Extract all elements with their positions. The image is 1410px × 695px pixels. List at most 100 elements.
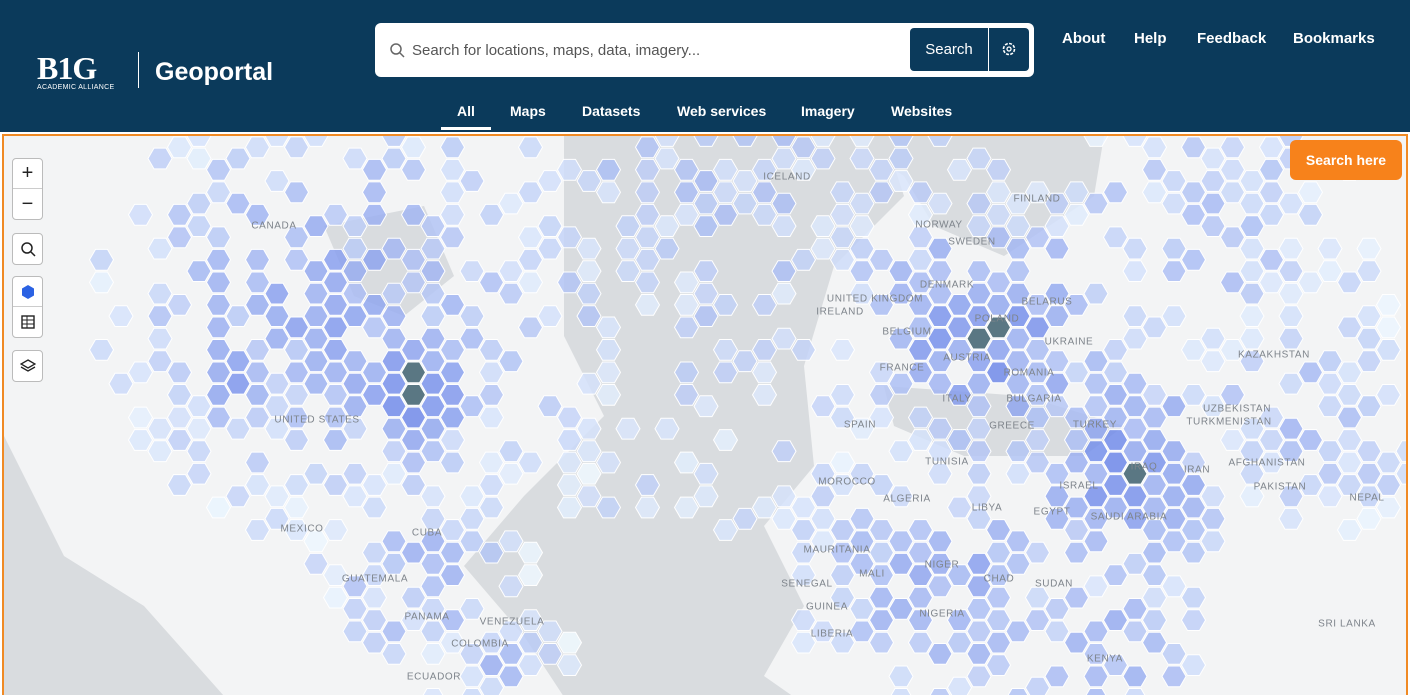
hex-cell[interactable]	[1239, 327, 1265, 350]
hex-cell[interactable]	[576, 305, 602, 327]
hex-cell[interactable]	[634, 203, 661, 226]
hex-cell[interactable]	[556, 406, 583, 429]
hex-cell[interactable]	[1122, 440, 1148, 463]
hex-cell[interactable]	[264, 395, 290, 418]
hex-cell[interactable]	[712, 361, 739, 384]
hex-cell[interactable]	[147, 237, 173, 260]
hex-cell[interactable]	[381, 136, 407, 147]
hex-cell[interactable]	[889, 688, 913, 695]
hex-cell[interactable]	[966, 147, 992, 170]
hex-cell[interactable]	[186, 395, 212, 418]
hex-cell[interactable]	[342, 372, 368, 395]
hex-cell[interactable]	[342, 215, 368, 237]
hex-cell[interactable]	[537, 170, 563, 192]
hex-cell[interactable]	[1005, 530, 1031, 553]
hex-cell[interactable]	[556, 654, 583, 676]
hex-cell[interactable]	[225, 305, 251, 327]
hex-cell[interactable]	[1180, 519, 1207, 541]
hex-cell[interactable]	[1219, 271, 1246, 294]
hex-cell[interactable]	[478, 384, 505, 406]
hex-cell[interactable]	[322, 316, 349, 339]
hex-cell[interactable]	[907, 586, 934, 609]
hex-cell[interactable]	[868, 564, 895, 586]
hex-cell[interactable]	[186, 215, 212, 237]
hex-cell[interactable]	[751, 384, 778, 406]
hex-cell[interactable]	[634, 271, 661, 294]
hex-cell[interactable]	[888, 552, 914, 575]
hex-cell[interactable]	[186, 462, 212, 485]
hex-cell[interactable]	[517, 609, 544, 631]
hex-cell[interactable]	[303, 530, 329, 553]
hex-cell[interactable]	[381, 643, 407, 665]
hex-cell[interactable]	[556, 474, 583, 496]
hex-cell[interactable]	[1180, 384, 1207, 406]
hex-cell[interactable]	[1005, 192, 1031, 215]
hex-cell[interactable]	[927, 575, 953, 598]
hex-cell[interactable]	[868, 384, 895, 406]
hex-cell[interactable]	[907, 541, 934, 564]
hex-cell[interactable]	[829, 406, 856, 429]
hex-cell[interactable]	[810, 215, 836, 237]
hex-cell[interactable]	[1258, 271, 1285, 294]
hex-cell[interactable]	[1083, 350, 1109, 373]
hex-cell[interactable]	[147, 305, 173, 327]
hex-cell[interactable]	[1083, 643, 1109, 665]
hex-cell[interactable]	[439, 226, 466, 249]
hex-cell[interactable]	[1200, 530, 1226, 553]
hex-cell[interactable]	[907, 181, 934, 204]
hex-cell[interactable]	[264, 485, 290, 508]
hex-cell[interactable]	[907, 294, 934, 316]
hex-cell[interactable]	[1336, 474, 1363, 496]
hex-cell[interactable]	[460, 688, 484, 695]
tab[interactable]: Imagery	[801, 103, 855, 119]
hex-cell[interactable]	[849, 237, 875, 260]
hex-cell[interactable]	[654, 215, 680, 237]
hex-cell[interactable]	[166, 384, 193, 406]
hex-cell[interactable]	[790, 496, 817, 519]
map[interactable]: CANADA ICELAND NORWAY SWEDEN FINLAND UNITED K…	[2, 134, 1408, 695]
hex-cell[interactable]	[1122, 665, 1148, 688]
hex-cell[interactable]	[1161, 530, 1187, 553]
hex-cell[interactable]	[478, 496, 505, 519]
hex-cell[interactable]	[985, 158, 1012, 181]
hex-cell[interactable]	[1123, 688, 1147, 695]
hex-cell[interactable]	[1375, 474, 1402, 496]
hex-cell[interactable]	[810, 507, 836, 530]
hex-cell[interactable]	[985, 294, 1012, 316]
hex-cell[interactable]	[985, 541, 1012, 564]
hex-cell[interactable]	[829, 564, 856, 586]
hex-cell[interactable]	[907, 226, 934, 249]
hex-cell[interactable]	[1005, 305, 1031, 327]
hex-cell[interactable]	[927, 552, 953, 575]
hex-cell[interactable]	[1024, 451, 1051, 474]
hex-cell[interactable]	[1141, 136, 1168, 159]
hex-cell[interactable]	[1102, 496, 1129, 519]
hex-cell[interactable]	[1336, 271, 1363, 294]
hex-cell[interactable]	[1395, 462, 1408, 485]
hex-cell[interactable]	[1161, 192, 1187, 215]
hex-cell[interactable]	[1063, 181, 1090, 204]
hex-cell[interactable]	[1180, 451, 1207, 474]
hex-cell[interactable]	[517, 564, 544, 586]
hex-cell[interactable]	[595, 181, 622, 204]
hex-cell[interactable]	[907, 203, 934, 226]
hex-cell[interactable]	[927, 643, 953, 665]
hex-cell[interactable]	[361, 631, 388, 654]
hex-cell[interactable]	[537, 237, 563, 260]
hex-cell[interactable]	[478, 406, 505, 429]
hex-cell[interactable]	[771, 192, 797, 215]
hex-cell[interactable]	[654, 237, 680, 260]
hex-cell[interactable]	[634, 181, 661, 204]
hex-cell[interactable]	[907, 631, 934, 654]
hex-cell[interactable]	[186, 147, 212, 170]
hex-cell[interactable]	[186, 260, 212, 282]
hex-cell[interactable]	[829, 339, 856, 361]
hex-cell[interactable]	[1278, 417, 1304, 440]
hex-cell[interactable]	[459, 327, 485, 350]
hex-cell[interactable]	[966, 282, 992, 305]
hex-cell[interactable]	[1336, 384, 1363, 406]
hex-cell[interactable]	[303, 305, 329, 327]
hex-cell[interactable]	[459, 260, 485, 282]
hex-cell[interactable]	[615, 417, 641, 440]
hex-cell[interactable]	[556, 631, 583, 654]
